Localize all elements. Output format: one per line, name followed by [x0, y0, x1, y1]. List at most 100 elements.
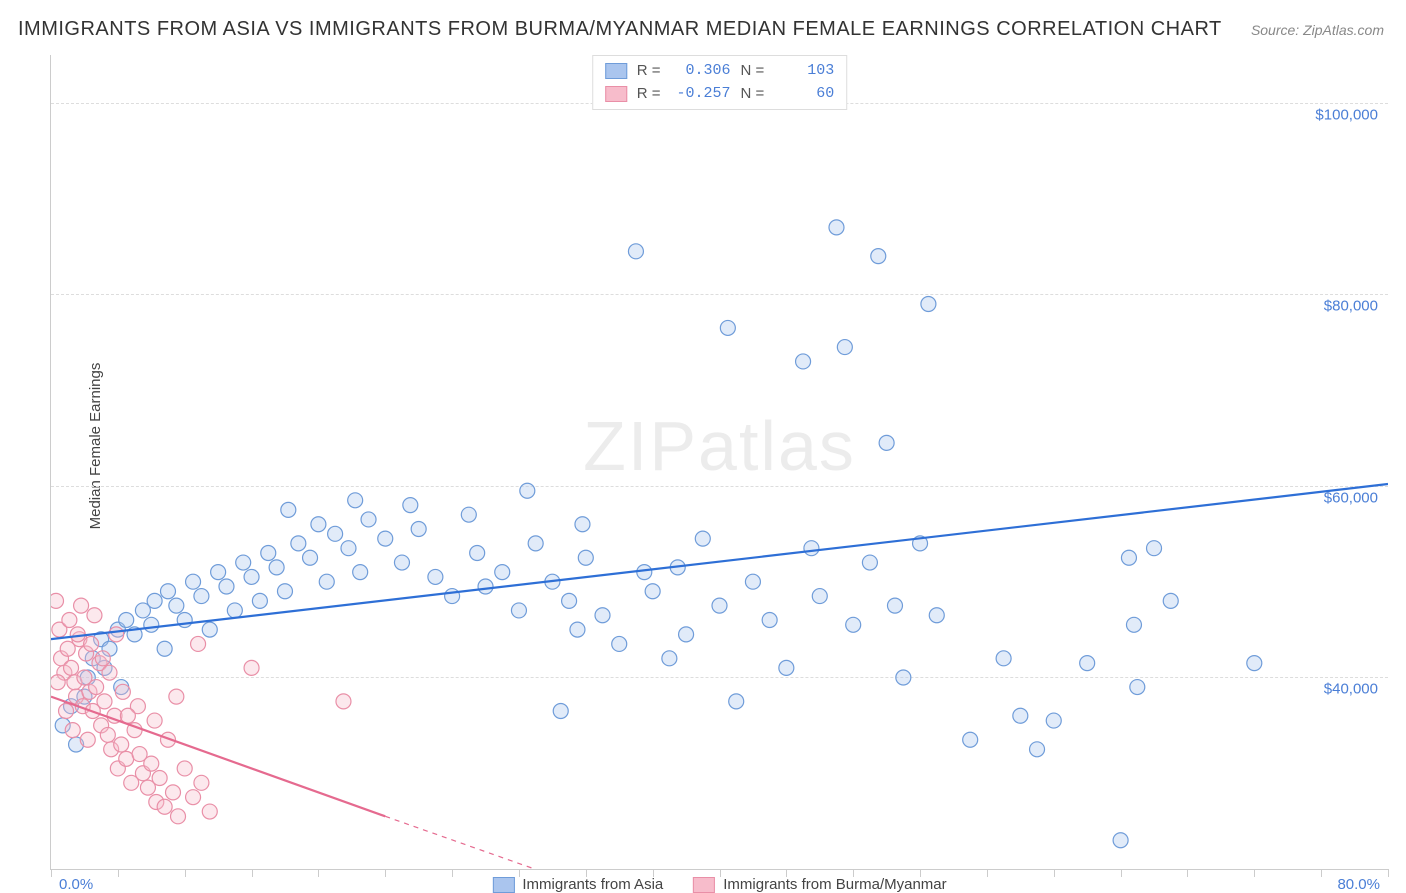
x-tick [185, 869, 186, 877]
r-label: R = [637, 60, 661, 83]
x-tick [118, 869, 119, 877]
data-point [144, 756, 159, 771]
data-point [403, 498, 418, 513]
data-point [879, 435, 894, 450]
data-point [95, 651, 110, 666]
legend-row-asia: R = 0.306 N = 103 [605, 60, 835, 83]
scatter-svg [51, 55, 1388, 869]
data-point [227, 603, 242, 618]
x-tick [318, 869, 319, 877]
data-point [1013, 708, 1028, 723]
data-point [662, 651, 677, 666]
legend-row-burma: R = -0.257 N = 60 [605, 83, 835, 106]
data-point [887, 598, 902, 613]
r-value-burma: -0.257 [671, 83, 731, 106]
data-point [89, 680, 104, 695]
data-point [114, 737, 129, 752]
x-tick [385, 869, 386, 877]
data-point [1126, 617, 1141, 632]
data-point [628, 244, 643, 259]
data-point [871, 249, 886, 264]
data-point [84, 636, 99, 651]
data-point [348, 493, 363, 508]
data-point [291, 536, 306, 551]
chart-title: IMMIGRANTS FROM ASIA VS IMMIGRANTS FROM … [18, 18, 1222, 41]
data-point [562, 593, 577, 608]
data-point [1113, 833, 1128, 848]
data-point [119, 613, 134, 628]
x-tick [1388, 869, 1389, 877]
data-point [445, 589, 460, 604]
data-point [186, 574, 201, 589]
data-point [341, 541, 356, 556]
data-point [62, 613, 77, 628]
data-point [612, 636, 627, 651]
x-tick [1054, 869, 1055, 877]
r-label: R = [637, 83, 661, 106]
data-point [762, 613, 777, 628]
data-point [97, 694, 112, 709]
data-point [862, 555, 877, 570]
data-point [1046, 713, 1061, 728]
data-point [1121, 550, 1136, 565]
legend-item-asia: Immigrants from Asia [492, 876, 663, 893]
data-point [80, 732, 95, 747]
data-point [59, 703, 74, 718]
data-point [378, 531, 393, 546]
data-point [160, 584, 175, 599]
trend-line [51, 697, 385, 817]
data-point [712, 598, 727, 613]
series-legend: Immigrants from Asia Immigrants from Bur… [492, 876, 946, 893]
data-point [428, 569, 443, 584]
data-point [120, 708, 135, 723]
data-point [277, 584, 292, 599]
data-point [720, 320, 735, 335]
correlation-legend: R = 0.306 N = 103 R = -0.257 N = 60 [592, 55, 848, 110]
data-point [102, 665, 117, 680]
data-point [578, 550, 593, 565]
data-point [51, 675, 65, 690]
x-tick [987, 869, 988, 877]
x-axis-max-label: 80.0% [1337, 876, 1380, 893]
legend-label-asia: Immigrants from Asia [522, 876, 663, 893]
data-point [478, 579, 493, 594]
data-point [236, 555, 251, 570]
data-point [281, 502, 296, 517]
data-point [470, 545, 485, 560]
data-point [202, 622, 217, 637]
swatch-burma [605, 86, 627, 102]
data-point [202, 804, 217, 819]
x-axis-min-label: 0.0% [59, 876, 93, 893]
data-point [361, 512, 376, 527]
data-point [996, 651, 1011, 666]
data-point [157, 799, 172, 814]
data-point [147, 593, 162, 608]
legend-label-burma: Immigrants from Burma/Myanmar [723, 876, 946, 893]
data-point [157, 641, 172, 656]
trend-line-extrapolated [385, 816, 602, 869]
data-point [812, 589, 827, 604]
data-point [495, 565, 510, 580]
data-point [186, 790, 201, 805]
swatch-asia-bottom [492, 877, 514, 893]
data-point [679, 627, 694, 642]
data-point [1247, 656, 1262, 671]
data-point [166, 785, 181, 800]
swatch-asia [605, 63, 627, 79]
data-point [177, 761, 192, 776]
x-tick [1321, 869, 1322, 877]
data-point [729, 694, 744, 709]
data-point [194, 589, 209, 604]
data-point [353, 565, 368, 580]
n-label: N = [741, 83, 765, 106]
x-tick [252, 869, 253, 877]
data-point [829, 220, 844, 235]
data-point [269, 560, 284, 575]
data-point [87, 608, 102, 623]
data-point [119, 751, 134, 766]
data-point [328, 526, 343, 541]
data-point [1030, 742, 1045, 757]
data-point [695, 531, 710, 546]
data-point [929, 608, 944, 623]
n-label: N = [741, 60, 765, 83]
